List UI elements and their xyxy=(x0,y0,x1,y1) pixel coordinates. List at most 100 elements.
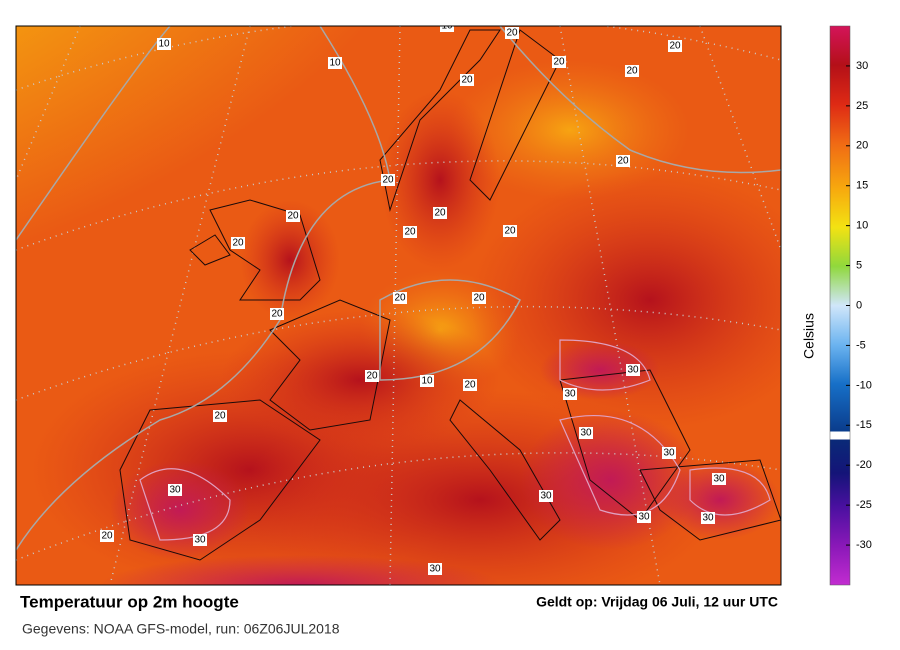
contour-label: 10 xyxy=(441,21,453,32)
contour-label-box xyxy=(552,56,566,68)
contour-label: 30 xyxy=(429,564,441,575)
contour-label-box xyxy=(460,74,474,86)
contour-label: 20 xyxy=(394,293,406,304)
contour-label-box xyxy=(616,155,630,167)
contour-labels: 10 10 10 20 20 20 20 20 20 20 20 20 20 20 20 20 20 20 20 10… xyxy=(100,21,726,575)
contour-label: 30 xyxy=(169,485,181,496)
contour-label: 30 xyxy=(580,428,592,439)
contour-label: 30 xyxy=(540,491,552,502)
contour-label: 20 xyxy=(271,309,283,320)
contour-label-box xyxy=(662,447,676,459)
colorbar-ticks: 30 25 20 15 10 5 0 -5 -10 -15 -20 -25 -30 xyxy=(846,60,872,551)
map-frame xyxy=(15,25,782,586)
colorbar-tick-label: -25 xyxy=(856,499,872,511)
contour-label: 20 xyxy=(504,226,516,237)
contour-label-box xyxy=(213,410,227,422)
contour-label: 20 xyxy=(461,75,473,86)
colorbar-tick-label: -15 xyxy=(856,419,872,431)
graticule xyxy=(16,26,781,585)
contour-label: 30 xyxy=(713,474,725,485)
hot-region xyxy=(470,170,781,430)
coastlines xyxy=(119,29,781,561)
valid-time: Geldt op: Vrijdag 06 Juli, 12 uur UTC xyxy=(536,594,778,610)
contour-label-box xyxy=(433,207,447,219)
source: Gegevens: NOAA GFS-model, run: 06Z06JUL2… xyxy=(22,621,340,637)
contour-label-box xyxy=(440,26,454,32)
contour-label: 20 xyxy=(101,531,113,542)
contour-label-box xyxy=(668,40,682,52)
colorbar-tick-label: 15 xyxy=(856,180,868,192)
contour-label-box xyxy=(100,530,114,542)
contour-label: 30 xyxy=(702,513,714,524)
contour-label-box xyxy=(270,308,284,320)
title: Temperatuur op 2m hoogte xyxy=(20,592,239,611)
contour-label-box xyxy=(503,225,517,237)
contour-label-box xyxy=(193,534,207,546)
contours xyxy=(139,339,771,541)
colorbar-tick-label: 10 xyxy=(856,220,868,232)
contour-label-box xyxy=(157,38,171,50)
contour-label-box xyxy=(472,292,486,304)
contour-label: 20 xyxy=(506,28,518,39)
contour-label: 20 xyxy=(434,208,446,219)
contour-label: 20 xyxy=(232,238,244,249)
contour-label-box xyxy=(712,473,726,485)
contour-label: 20 xyxy=(287,211,299,222)
contour-label: 30 xyxy=(194,535,206,546)
colorbar-tick-label: 5 xyxy=(856,259,862,271)
contour-label-box xyxy=(626,364,640,376)
contour-label-box xyxy=(365,370,379,382)
contour-label-box xyxy=(563,388,577,400)
contour-label-box xyxy=(579,427,593,439)
colorbar-tick-label: 20 xyxy=(856,140,868,152)
contour-label: 20 xyxy=(626,66,638,77)
contour-label: 30 xyxy=(627,365,639,376)
colorbar-tick-label: -30 xyxy=(856,539,872,551)
hot-region xyxy=(220,310,500,450)
very-hot-region xyxy=(540,340,660,400)
hot-region xyxy=(380,90,500,270)
colorbar-label: Celsius xyxy=(801,313,817,359)
contour-label-box xyxy=(168,484,182,496)
cool-region xyxy=(16,26,496,326)
contour-label: 10 xyxy=(158,39,170,50)
colorbar-tick-label: -10 xyxy=(856,379,872,391)
contour-label: 10 xyxy=(421,376,433,387)
contour-label: 20 xyxy=(553,57,565,68)
contour-label-box xyxy=(420,375,434,387)
hot-region xyxy=(240,200,340,320)
colorbar-tick-label: 30 xyxy=(856,60,868,72)
contour-label: 30 xyxy=(663,448,675,459)
contour-label: 20 xyxy=(366,371,378,382)
contour-label-box xyxy=(505,27,519,39)
very-hot-region xyxy=(110,460,250,560)
map: 10 10 10 20 20 20 20 20 20 20 20 20 20 20 20 20 20 20 20 10… xyxy=(16,21,781,585)
contour-label: 20 xyxy=(617,156,629,167)
contour-label-box xyxy=(231,237,245,249)
colorbar-tick-label: -5 xyxy=(856,339,866,351)
contour-label: 20 xyxy=(669,41,681,52)
contour-label-box xyxy=(381,174,395,186)
contour-label: 20 xyxy=(382,175,394,186)
contour-label: 30 xyxy=(564,389,576,400)
colorbar-tick-label: -20 xyxy=(856,459,872,471)
contour-label: 30 xyxy=(638,512,650,523)
contour-label: 10 xyxy=(329,58,341,69)
very-hot-region xyxy=(520,410,700,550)
contour-label-box xyxy=(393,292,407,304)
colorbar-tick-label: 25 xyxy=(856,100,868,112)
very-hot-region xyxy=(100,555,500,585)
contour-label: 20 xyxy=(404,227,416,238)
contour-label: 20 xyxy=(473,293,485,304)
contour-label-box xyxy=(328,57,342,69)
contour-label: 20 xyxy=(464,380,476,391)
contour-label-box xyxy=(539,490,553,502)
contour-label-box xyxy=(286,210,300,222)
contour-label-box xyxy=(428,563,442,575)
contour-label: 20 xyxy=(214,411,226,422)
contour-label-box xyxy=(637,511,651,523)
contour-label-box xyxy=(403,226,417,238)
contour-label-box xyxy=(701,512,715,524)
contour-label-box xyxy=(463,379,477,391)
